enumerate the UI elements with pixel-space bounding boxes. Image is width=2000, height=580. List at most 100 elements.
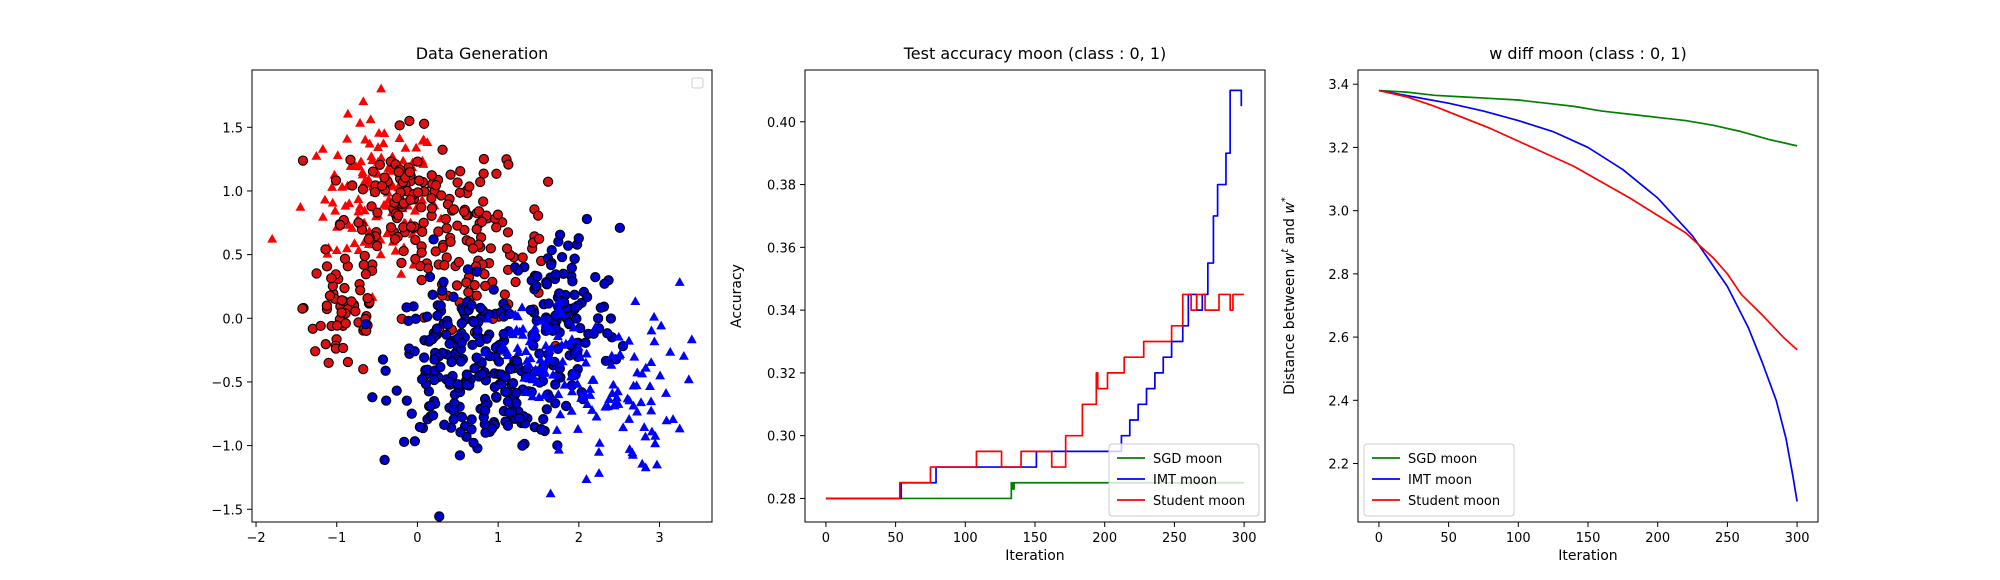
scatter-point bbox=[454, 450, 466, 461]
scatter-point bbox=[646, 396, 656, 406]
scatter-point bbox=[639, 422, 650, 431]
scatter-point bbox=[398, 245, 409, 257]
scatter-point bbox=[600, 401, 611, 411]
y-tick-label: 0.28 bbox=[767, 492, 796, 507]
scatter-point bbox=[393, 166, 404, 178]
scatter-point bbox=[576, 393, 587, 402]
scatter-point bbox=[436, 190, 447, 201]
scatter-point bbox=[379, 199, 389, 209]
scatter-point bbox=[605, 313, 617, 324]
scatter-point bbox=[379, 454, 390, 466]
scatter-point bbox=[548, 369, 558, 379]
y-tick-label: 0.38 bbox=[767, 179, 796, 194]
scatter-point bbox=[553, 444, 564, 454]
scatter-point bbox=[545, 259, 557, 271]
scatter-point bbox=[372, 207, 383, 218]
scatter-point bbox=[468, 316, 479, 328]
scatter-point bbox=[640, 362, 651, 372]
scatter-point bbox=[359, 250, 370, 262]
scatter-point bbox=[471, 224, 482, 235]
scatter-point bbox=[512, 343, 523, 352]
scatter-point bbox=[627, 449, 638, 459]
scatter-point bbox=[418, 118, 430, 129]
x-tick-label: 200 bbox=[1645, 531, 1670, 546]
scatter-point bbox=[637, 458, 648, 468]
scatter-point bbox=[346, 296, 357, 307]
x-tick-label: 0 bbox=[1375, 531, 1383, 546]
scatter-point bbox=[530, 364, 541, 374]
scatter-point bbox=[267, 233, 278, 243]
y-tick-label: 0.0 bbox=[222, 312, 243, 327]
scatter-point bbox=[469, 363, 480, 374]
plot-area bbox=[1378, 89, 1798, 502]
scatter-point bbox=[686, 334, 697, 344]
scatter-point bbox=[401, 395, 413, 406]
x-tick-label: 300 bbox=[1785, 531, 1810, 546]
scatter-point bbox=[367, 392, 378, 403]
scatter-point bbox=[504, 363, 516, 375]
scatter-point bbox=[590, 321, 601, 331]
scatter-point bbox=[543, 298, 554, 309]
scatter-point bbox=[566, 262, 577, 274]
scatter-point bbox=[521, 346, 531, 355]
scatter-point bbox=[435, 361, 446, 373]
scatter-point bbox=[485, 243, 496, 254]
scatter-point bbox=[461, 277, 472, 288]
scatter-point bbox=[502, 227, 514, 238]
scatter-point bbox=[475, 302, 486, 314]
scatter-point bbox=[452, 177, 463, 188]
scatter-point bbox=[511, 355, 523, 367]
scatter-point bbox=[321, 300, 332, 311]
scatter-point bbox=[376, 83, 387, 93]
scatter-point bbox=[320, 339, 331, 350]
x-tick-label: 2 bbox=[575, 531, 583, 546]
scatter-point bbox=[502, 420, 514, 431]
scatter-point bbox=[342, 133, 353, 143]
legend-label: SGD moon bbox=[1153, 452, 1222, 467]
scatter-point bbox=[360, 269, 372, 280]
scatter-point bbox=[416, 202, 427, 213]
scatter-point bbox=[389, 234, 401, 245]
scatter-point bbox=[394, 120, 405, 131]
scatter-point bbox=[406, 408, 417, 419]
scatter-point bbox=[594, 468, 604, 477]
scatter-point bbox=[471, 352, 482, 363]
scatter-point bbox=[318, 211, 328, 221]
y-axis-label: Accuracy bbox=[729, 264, 745, 328]
scatter-point bbox=[353, 206, 364, 216]
scatter-point bbox=[297, 303, 308, 314]
x-tick-label: 150 bbox=[1023, 531, 1048, 546]
y-tick-label: 1.5 bbox=[222, 121, 243, 136]
scatter-point bbox=[424, 271, 436, 283]
scatter-point bbox=[391, 385, 402, 396]
scatter-point bbox=[655, 370, 666, 380]
scatter-point bbox=[356, 156, 366, 166]
scatter-point bbox=[521, 355, 532, 365]
scatter-point bbox=[363, 233, 374, 245]
scatter-point bbox=[448, 404, 459, 416]
scatter-point bbox=[498, 328, 509, 340]
scatter-point bbox=[546, 244, 557, 256]
scatter-point bbox=[554, 229, 566, 240]
scatter-point bbox=[567, 276, 578, 287]
scatter-point bbox=[456, 337, 467, 348]
scatter-point bbox=[581, 348, 592, 358]
scatter-point bbox=[448, 291, 459, 302]
scatter-point bbox=[683, 374, 694, 384]
empty-legend-box bbox=[691, 77, 704, 89]
scatter-point bbox=[350, 306, 361, 317]
scatter-point bbox=[367, 166, 379, 177]
scatter-point bbox=[618, 422, 629, 432]
scatter-point bbox=[513, 347, 524, 356]
scatter-point bbox=[358, 363, 369, 375]
scatter-point bbox=[649, 336, 660, 346]
scatter-point bbox=[359, 176, 370, 186]
scatter-point bbox=[590, 271, 601, 283]
scatter-point bbox=[315, 320, 326, 332]
scatter-point bbox=[430, 180, 442, 191]
scatter-point bbox=[426, 170, 437, 181]
scatter-point bbox=[369, 186, 381, 198]
scatter-point bbox=[414, 175, 425, 186]
scatter-point bbox=[464, 181, 475, 192]
axes-frame bbox=[251, 69, 713, 523]
